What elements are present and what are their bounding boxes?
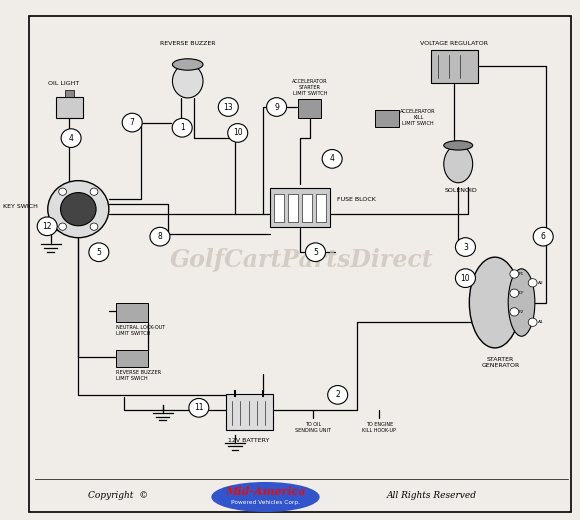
Bar (270, 188, 330, 227)
Text: REVERSE BUZZER: REVERSE BUZZER (160, 41, 216, 46)
Circle shape (90, 188, 98, 196)
Circle shape (218, 98, 238, 116)
Circle shape (48, 180, 109, 238)
Text: STARTER
GENERATOR: STARTER GENERATOR (481, 357, 520, 368)
Circle shape (510, 270, 519, 278)
Text: 1: 1 (180, 123, 184, 132)
Text: ACCELERATOR
STARTER
LIMIT SWITCH: ACCELERATOR STARTER LIMIT SWITCH (292, 79, 328, 96)
Text: 10: 10 (233, 128, 242, 137)
Text: F1: F1 (519, 272, 524, 276)
Circle shape (510, 289, 519, 297)
Circle shape (172, 119, 192, 137)
Text: 12V BATTERY: 12V BATTERY (228, 438, 270, 443)
Bar (116, 350, 148, 367)
Circle shape (90, 223, 98, 230)
Circle shape (89, 243, 109, 262)
Bar (226, 394, 273, 430)
Ellipse shape (469, 257, 520, 348)
Ellipse shape (211, 482, 320, 512)
Text: NEUTRAL LOCK-OUT
LIMIT SWITCH: NEUTRAL LOCK-OUT LIMIT SWITCH (116, 326, 165, 336)
Text: 2: 2 (335, 391, 340, 399)
Text: Powered Vehicles Corp.: Powered Vehicles Corp. (231, 500, 300, 505)
Text: 7: 7 (130, 118, 135, 127)
Bar (56, 97, 84, 119)
Circle shape (306, 243, 325, 262)
Text: VOLTAGE REGULATOR: VOLTAGE REGULATOR (420, 41, 488, 46)
Text: TO OIL
SENDING UNIT: TO OIL SENDING UNIT (295, 422, 331, 433)
Text: 10: 10 (461, 274, 470, 283)
Circle shape (455, 269, 476, 288)
Text: Copyright  ©: Copyright © (88, 491, 148, 500)
Text: 8: 8 (158, 232, 162, 241)
Text: TO ENGINE
KILL HOOK-UP: TO ENGINE KILL HOOK-UP (362, 422, 396, 433)
Text: A1: A1 (538, 320, 543, 324)
Text: 5: 5 (313, 248, 318, 257)
Bar (274, 193, 284, 222)
Circle shape (60, 192, 96, 226)
Bar (116, 303, 148, 322)
Text: 6: 6 (541, 232, 546, 241)
Circle shape (189, 398, 209, 417)
Circle shape (510, 308, 519, 316)
Circle shape (322, 150, 342, 168)
Text: REVERSE BUZZER
LIMIT SWICH: REVERSE BUZZER LIMIT SWICH (116, 370, 161, 381)
Text: DF: DF (519, 291, 524, 295)
Text: 5: 5 (96, 248, 101, 257)
Text: F2: F2 (519, 310, 524, 314)
Text: OIL LIGHT: OIL LIGHT (48, 81, 79, 86)
Text: SOLENOID: SOLENOID (445, 188, 477, 193)
Circle shape (228, 124, 248, 142)
Circle shape (61, 129, 81, 148)
Text: All Rights Reserved: All Rights Reserved (387, 491, 477, 500)
Bar (298, 99, 321, 119)
Text: 13: 13 (223, 102, 233, 111)
Text: 12: 12 (42, 222, 52, 231)
Text: A2: A2 (538, 281, 543, 285)
Ellipse shape (444, 146, 473, 183)
Circle shape (528, 279, 537, 287)
Circle shape (59, 223, 67, 230)
Circle shape (37, 217, 57, 236)
Bar (316, 193, 326, 222)
Circle shape (59, 188, 67, 196)
Circle shape (533, 227, 553, 246)
Text: GolfCartPartsDirect: GolfCartPartsDirect (170, 248, 433, 272)
Bar (288, 193, 298, 222)
Text: 9: 9 (274, 102, 279, 111)
Text: 11: 11 (194, 404, 204, 412)
Bar (375, 110, 399, 127)
Text: 3: 3 (463, 242, 468, 252)
Text: Mid-America: Mid-America (225, 486, 306, 497)
Circle shape (267, 98, 287, 116)
Bar (65, 90, 74, 97)
Text: 4: 4 (68, 134, 74, 142)
Text: ACCELERATOR
KILL
LIMIT SWICH: ACCELERATOR KILL LIMIT SWICH (400, 109, 436, 126)
Ellipse shape (508, 269, 535, 336)
Text: FUSE BLOCK: FUSE BLOCK (336, 197, 375, 202)
Bar (431, 50, 478, 83)
Circle shape (528, 318, 537, 327)
Circle shape (122, 113, 142, 132)
Text: 4: 4 (329, 154, 335, 163)
Circle shape (150, 227, 170, 246)
Bar (302, 193, 312, 222)
Text: KEY SWICH: KEY SWICH (3, 204, 38, 209)
Ellipse shape (444, 141, 473, 150)
Ellipse shape (172, 64, 203, 98)
Circle shape (455, 238, 476, 256)
Circle shape (328, 385, 347, 404)
Ellipse shape (172, 59, 203, 70)
